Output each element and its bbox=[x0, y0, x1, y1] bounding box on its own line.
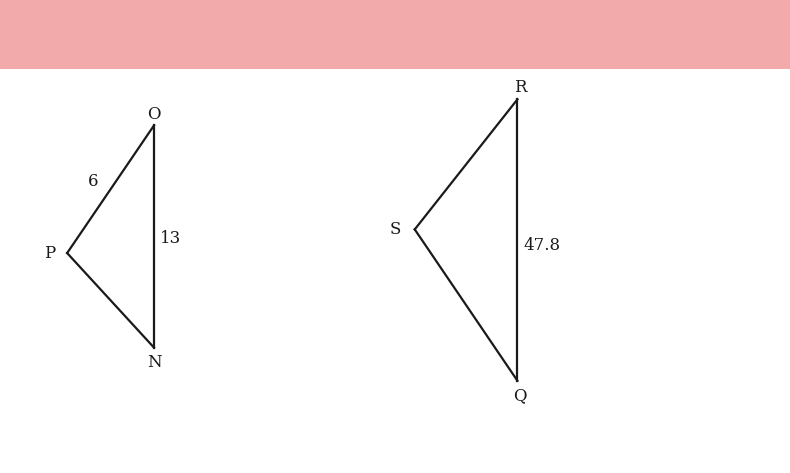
Text: answer to the nearest tenth.: answer to the nearest tenth. bbox=[9, 40, 260, 57]
Text: 47.8: 47.8 bbox=[523, 237, 560, 254]
Text: R: R bbox=[514, 79, 526, 96]
Text: Triangle NOP is similar to triangle QRS. Find the measure of side RS. Round your: Triangle NOP is similar to triangle QRS.… bbox=[9, 12, 732, 29]
Text: S: S bbox=[389, 221, 401, 238]
Text: N: N bbox=[147, 354, 161, 371]
Text: Q: Q bbox=[513, 387, 527, 404]
Text: 6: 6 bbox=[88, 173, 99, 190]
Text: P: P bbox=[44, 245, 55, 262]
Text: 13: 13 bbox=[160, 230, 181, 247]
Text: O: O bbox=[147, 106, 161, 123]
